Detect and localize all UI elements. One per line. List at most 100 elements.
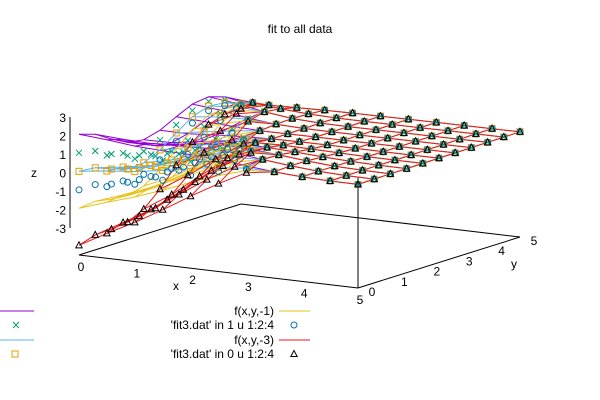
y-tick-label: 5 (531, 234, 538, 248)
data-point-triangle (244, 116, 253, 125)
data-point-cross (124, 152, 131, 160)
legend: f(x,y,-1)'fit3.dat' in 1 u 1:2:4f(x,y,-3… (0, 304, 310, 361)
data-point-triangle (299, 123, 309, 132)
data-point-cross (212, 135, 220, 143)
data-point-cross (147, 151, 155, 158)
data-point-triangle (242, 168, 251, 176)
x-tick-label: 2 (189, 273, 196, 287)
data-point-mark (135, 152, 143, 159)
data-point-triangle (370, 174, 379, 183)
data-point-triangle (383, 133, 392, 142)
data-point-triangle (135, 211, 144, 220)
data-point-circle (168, 165, 176, 173)
data-point-cross (196, 143, 203, 151)
data-point-mark (119, 149, 127, 157)
data-point-square (184, 144, 192, 152)
surface-line (78, 108, 242, 246)
data-point-triangle (304, 109, 313, 117)
data-point-circle (187, 171, 195, 179)
surface-line (78, 102, 242, 172)
data-point-triangle (411, 136, 420, 145)
data-point-triangle (451, 148, 460, 156)
y-axis-line (357, 236, 521, 289)
data-point-square (103, 167, 111, 175)
data-point-triangle (264, 100, 273, 109)
data-point-triangle (274, 150, 283, 158)
data-point-triangle (151, 203, 160, 212)
data-point-triangle (202, 175, 211, 183)
data-point-square (140, 159, 148, 167)
data-point-circle (140, 170, 148, 178)
data-point-triangle (443, 126, 453, 134)
data-point-triangle (239, 138, 248, 147)
data-point-triangle (388, 119, 397, 128)
data-point-triangle (214, 179, 223, 187)
data-point-triangle (418, 158, 427, 167)
data-point-circle (103, 183, 111, 191)
surface-line (79, 96, 242, 143)
y-tick-label: 3 (466, 254, 473, 268)
data-point-triangle (318, 152, 327, 160)
data-point-triangle (288, 113, 297, 122)
data-point-triangle (258, 154, 267, 163)
data-point-cross (175, 150, 183, 158)
data-point-circle (244, 116, 252, 124)
data-point-square (119, 163, 127, 171)
data-point-triangle (246, 148, 255, 156)
data-point-mark (215, 160, 222, 167)
data-point-square (172, 129, 180, 137)
data-point-circle (172, 137, 180, 145)
data-point-square (152, 163, 159, 171)
legend-mark (12, 321, 20, 329)
legend-sample-cross (12, 321, 20, 329)
data-point-triangle (323, 140, 332, 148)
data-point-square (159, 166, 167, 174)
data-point-triangle (439, 139, 448, 148)
data-point-triangle (230, 162, 239, 170)
data-point-mark (175, 150, 183, 158)
data-point-triangle (155, 184, 165, 193)
data-point-triangle (404, 114, 413, 123)
data-point-triangle (220, 109, 229, 118)
z-tick-label: 1 (59, 148, 66, 162)
data-point-triangle (399, 128, 408, 136)
data-point-triangle (344, 122, 353, 130)
x-tick-label: 3 (245, 280, 252, 294)
data-point-cross (119, 149, 127, 157)
data-point-triangle (351, 143, 360, 152)
data-point-mark (91, 147, 99, 155)
x-tick-label: 5 (357, 293, 364, 307)
data-point-circle (188, 119, 196, 127)
data-point-triangle (107, 224, 116, 233)
data-point-square (163, 159, 171, 167)
data-point-square (228, 127, 236, 135)
data-point-triangle (432, 117, 441, 126)
x-tick-label: 0 (78, 260, 85, 274)
y-axis-label: y (511, 257, 517, 271)
data-point-cross (156, 136, 164, 144)
data-point-triangle (207, 166, 216, 174)
data-point-triangle (314, 166, 323, 175)
data-point-circle (184, 150, 192, 158)
x-tick-label: 4 (301, 286, 308, 300)
data-point-triangle (251, 138, 260, 146)
data-point-triangle (204, 120, 213, 128)
data-point-square (207, 148, 215, 156)
data-point-circle (247, 147, 255, 155)
data-point-triangle (367, 138, 376, 147)
data-point-circle (240, 136, 248, 144)
data-point-cross (168, 147, 176, 155)
data-point-triangle (179, 185, 188, 193)
axes-layer (69, 117, 521, 289)
data-point-triangle (295, 137, 304, 145)
data-point-triangle (267, 134, 276, 142)
data-point-triangle (302, 156, 311, 164)
data-point-triangle (515, 127, 525, 135)
data-point-square (200, 128, 208, 136)
surface-layer (78, 96, 521, 246)
data-point-triangle (183, 170, 192, 179)
data-point-mark (124, 152, 131, 160)
data-point-triangle (102, 228, 111, 237)
data-point-cross (131, 155, 139, 163)
data-point-triangle (292, 103, 301, 111)
